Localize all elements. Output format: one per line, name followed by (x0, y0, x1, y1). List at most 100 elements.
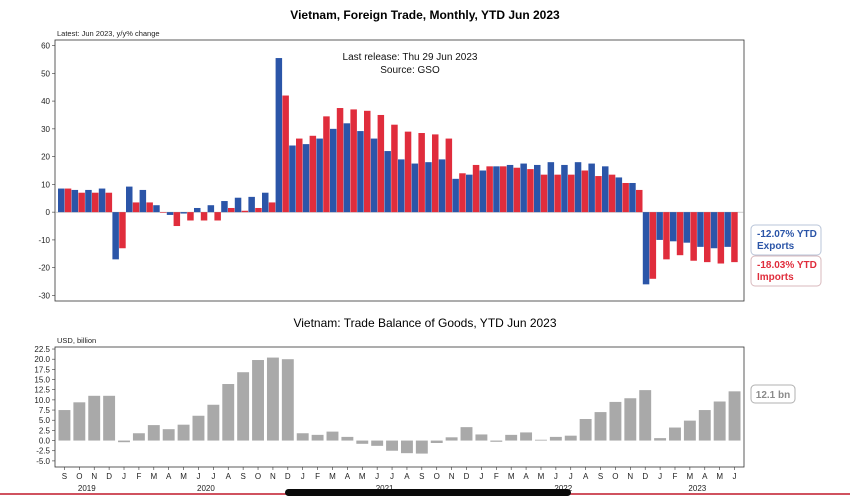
x-tick-label: N (91, 472, 97, 481)
exports-callout-label: Exports (757, 241, 795, 252)
imports-bar (432, 134, 439, 213)
bottom-chart-title: Vietnam: Trade Balance of Goods, YTD Jun… (293, 316, 556, 330)
balance-bar (177, 424, 190, 441)
x-tick-label: O (434, 472, 440, 481)
imports-bar (500, 166, 507, 213)
exports-bar (384, 151, 391, 213)
balance-bar (88, 395, 101, 441)
imports-bar (241, 210, 249, 213)
exports-bar (370, 138, 378, 213)
exports-bar (126, 186, 133, 213)
exports-callout-box (750, 224, 822, 256)
balance-bar (683, 420, 696, 441)
imports-bar (173, 212, 181, 227)
imports-bar (717, 212, 725, 264)
balance-bar (162, 429, 175, 441)
exports-bar (153, 205, 160, 213)
imports-bar (323, 116, 330, 213)
exports-bar (670, 212, 677, 242)
exports-bar (302, 144, 310, 213)
imports-bar (228, 207, 235, 213)
imports-callout-box (750, 255, 822, 287)
balance-bar (281, 359, 294, 441)
imports-bar (568, 174, 575, 213)
exports-bar (262, 192, 269, 213)
x-tick-label: J (301, 472, 305, 481)
exports-bar (452, 178, 459, 213)
exports-bar (330, 128, 337, 213)
balance-bar (549, 436, 562, 441)
exports-bar (398, 159, 405, 213)
year-label: 2019 (78, 484, 96, 493)
imports-bar (146, 202, 153, 213)
y-tick-label: 10.0 (34, 396, 50, 405)
exports-bar (534, 164, 541, 213)
imports-bar (704, 212, 711, 263)
x-tick-label: D (285, 472, 291, 481)
exports-bar (275, 58, 283, 213)
x-tick-label: A (226, 472, 232, 481)
top-chart-title: Vietnam, Foreign Trade, Monthly, YTD Jun… (290, 8, 560, 22)
balance-bar (118, 440, 130, 443)
imports-bar (105, 192, 113, 213)
balance-bar (400, 440, 413, 454)
exports-bar (547, 162, 555, 213)
imports-bar (309, 135, 317, 213)
balance-bar (73, 402, 86, 441)
scroll-handle[interactable] (285, 489, 571, 496)
balance-bar (535, 439, 547, 441)
x-tick-label: A (702, 472, 708, 481)
imports-bar (64, 188, 72, 213)
exports-bar (180, 212, 187, 214)
balance-bar (639, 390, 652, 441)
exports-bar (466, 174, 473, 213)
release-note-line1: Last release: Thu 29 Jun 2023 (343, 52, 478, 63)
imports-bar (622, 182, 629, 213)
imports-bar (649, 212, 657, 279)
balance-bar (564, 435, 577, 441)
imports-bar (527, 169, 534, 213)
x-tick-label: D (106, 472, 112, 481)
exports-callout: -12.07% YTD Exports (750, 224, 822, 256)
x-tick-label: J (122, 472, 126, 481)
imports-bar (200, 212, 208, 221)
exports-bar (642, 212, 650, 285)
exports-bar (479, 170, 487, 213)
x-tick-label: N (449, 472, 455, 481)
imports-bar (377, 114, 385, 213)
imports-bar (554, 174, 561, 213)
exports-bar (58, 188, 65, 213)
balance-bar (356, 440, 369, 444)
x-tick-label: J (733, 472, 737, 481)
balance-bar (505, 434, 518, 441)
x-tick-label: J (554, 472, 558, 481)
exports-bar (724, 212, 731, 247)
balance-bar (609, 401, 622, 441)
x-tick-label: A (523, 472, 529, 481)
imports-bar (608, 174, 616, 213)
imports-bar (690, 212, 697, 261)
top-chart-ylabel: Latest: Jun 2023, y/y% change (57, 29, 160, 38)
balance-bar (296, 433, 309, 441)
imports-bar (92, 192, 99, 213)
x-tick-label: A (345, 472, 351, 481)
exports-bar (629, 182, 636, 213)
x-tick-label: J (196, 472, 200, 481)
x-tick-label: M (716, 472, 723, 481)
y-tick-label: 5.0 (39, 416, 51, 425)
exports-bar (234, 197, 242, 213)
exports-bar (139, 189, 147, 213)
x-tick-label: M (180, 472, 187, 481)
x-tick-label: F (673, 472, 678, 481)
x-tick-label: O (76, 472, 82, 481)
y-tick-label: 22.5 (34, 345, 50, 354)
imports-bar (663, 212, 670, 260)
exports-bar (615, 177, 623, 213)
balance-bar (311, 434, 324, 441)
x-tick-label: S (419, 472, 424, 481)
balance-bar (207, 404, 220, 441)
balance-bar (654, 438, 667, 441)
x-tick-label: M (150, 472, 157, 481)
balance-bar (386, 440, 399, 451)
